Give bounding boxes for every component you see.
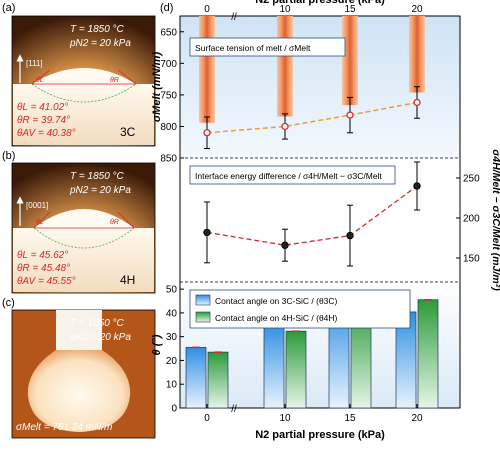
panel-a-pressure: pN2 = 20 kPa	[69, 38, 131, 49]
panel-a-temp: T = 1850 °C	[70, 24, 125, 35]
y1-axis-label: σMelt (mN/m)	[151, 52, 163, 123]
data-point	[413, 182, 421, 190]
pendant-drop	[27, 350, 131, 432]
y2-axis-label: σ4H/Melt − σ3C/Melt (mJ/m²)	[490, 149, 500, 291]
y1-tick-label: 650	[160, 27, 177, 38]
axis-break-icon: //	[231, 404, 237, 415]
panel-a-angle-3: θAV = 40.38°	[17, 128, 76, 139]
x-tick-label: 10	[279, 413, 291, 424]
pendant-rod	[199, 16, 215, 123]
y2-tick-label: 250	[463, 174, 480, 185]
droplet-4h	[34, 209, 134, 228]
title-box	[189, 165, 396, 185]
panel-b-theta-r: θR	[110, 219, 119, 226]
droplet-3c	[32, 68, 136, 84]
y2-tick-label: 200	[463, 214, 480, 225]
y3-tick-label: 50	[166, 285, 178, 296]
bar-4h	[285, 330, 307, 409]
panel-a-image	[11, 15, 156, 147]
chart-frame	[179, 15, 461, 409]
panel-b-axis: [0001]	[26, 201, 48, 210]
data-point	[203, 228, 211, 237]
legend-label-3c: Contact angle on 3C-SiC / (θ3C)	[215, 296, 338, 306]
panel-c-letter: (c)	[2, 297, 15, 309]
interface-energy-line	[206, 185, 418, 246]
panel-b-angle-1: θL = 45.62°	[17, 250, 68, 261]
legend-swatch-3c	[195, 294, 211, 306]
y3-tick-label: 10	[166, 380, 178, 391]
panel-b-tag: 4H	[120, 273, 135, 287]
y2-tick-label: 150	[463, 254, 480, 265]
panel-a-theta-r: θR	[110, 77, 119, 84]
data-point	[281, 241, 289, 249]
chart2-title: Interface energy difference / σ4H/Melt −…	[195, 171, 382, 181]
panel-c-sigma: σMelt = 761.24 mN/m	[16, 422, 112, 433]
panel-a-theta-l: θL	[36, 77, 44, 84]
data-point	[346, 111, 354, 119]
data-point	[203, 129, 211, 137]
pendant-rod	[277, 16, 293, 117]
y1-tick-label: 750	[160, 90, 177, 101]
y3-tick-label: 40	[166, 308, 178, 319]
bar-3c	[185, 347, 207, 409]
y3-tick-label: 0	[171, 404, 177, 415]
panel-a-letter: (a)	[2, 2, 15, 14]
top-x-tick-label: 15	[344, 4, 356, 15]
pendant-rod	[409, 16, 425, 93]
data-point	[346, 231, 354, 240]
x-tick-label: 0	[204, 413, 210, 424]
pendant-rod	[342, 16, 358, 106]
panel-a-angle-1: θL = 41.02°	[17, 102, 68, 113]
y3-tick-label: 30	[166, 332, 178, 343]
bar-4h	[417, 299, 439, 409]
top-x-axis-label: N2 partial pressure (kPa)	[255, 0, 385, 6]
legend-label-4h: Contact angle on 4H-SiC / (θ4H)	[215, 313, 338, 323]
panel-c-image	[11, 309, 156, 439]
panel-b-letter: (b)	[2, 150, 15, 162]
top-x-tick-label: 0	[204, 4, 210, 15]
panel-b-theta-l: θL	[36, 219, 44, 226]
top-x-tick-label: 10	[279, 4, 291, 15]
y1-tick-label: 850	[160, 154, 177, 165]
panel-b-pressure: pN2 = 20 kPa	[69, 185, 131, 196]
bar-4h	[207, 351, 229, 409]
panel-d-letter: (d)	[160, 2, 173, 14]
panel-b-image	[11, 162, 156, 294]
x-tick-label: 15	[344, 413, 356, 424]
panel-b-angle-2: θR = 45.48°	[17, 263, 70, 274]
panel-c-temp: T = 1850 °C	[70, 318, 125, 329]
panel-a-axis: [111]	[26, 59, 43, 68]
legend-box	[189, 289, 411, 329]
panel-d-chart: 0 10 15 20 N2 partial pressure (kPa) // // 650 7…	[151, 0, 500, 441]
panel-a-angle-2: θR = 39.74°	[17, 115, 70, 126]
panel-b-angle-3: θAV = 45.55°	[17, 276, 76, 287]
panel-a-tag: 3C	[120, 125, 136, 139]
title-box	[189, 37, 346, 57]
panel-c-pressure: pN2 = 20 kPa	[69, 332, 131, 343]
panel-b-temp: T = 1850 °C	[70, 171, 125, 182]
x-tick-label: 20	[411, 413, 423, 424]
bar-3c	[263, 323, 285, 409]
legend-swatch-4h	[195, 311, 211, 323]
x-axis-label: N2 partial pressure (kPa)	[255, 429, 385, 441]
chart1-title: Surface tension of melt / σMelt	[195, 43, 311, 53]
surface-tension-line	[206, 101, 418, 134]
y1-tick-label: 800	[160, 122, 177, 133]
y3-tick-label: 20	[166, 356, 178, 367]
data-point	[281, 122, 289, 131]
capillary	[56, 310, 102, 350]
data-point	[413, 98, 421, 107]
y1-tick-label: 700	[160, 59, 177, 70]
y3-axis-label: θ (°)	[151, 334, 163, 355]
top-x-tick-label: 20	[411, 4, 423, 15]
axis-break-icon: //	[231, 12, 237, 23]
